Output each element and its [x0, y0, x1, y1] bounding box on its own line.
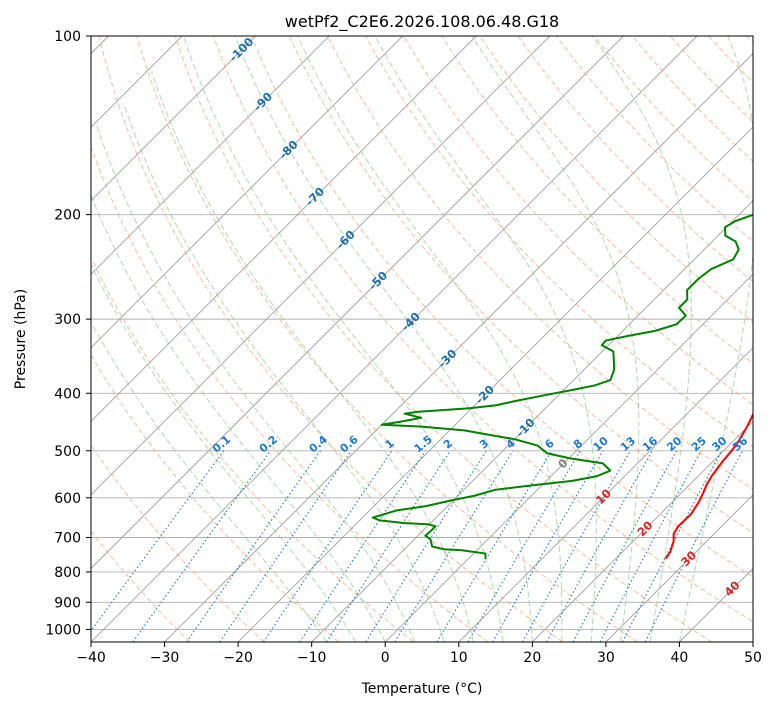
moist-adiabat-line [592, 36, 692, 642]
moist-adiabat-line [183, 36, 504, 642]
y-tick-label: 200 [54, 208, 81, 224]
mixing-ratio-line [186, 450, 321, 642]
x-tick-label: −20 [223, 650, 253, 666]
isotherm-line [91, 36, 551, 496]
data-series [371, 213, 753, 560]
isotherm-line [91, 36, 477, 422]
x-tick-label: −40 [76, 650, 106, 666]
isotherm-line [458, 347, 753, 642]
x-tick-label: 20 [523, 650, 541, 666]
dry-adiabat-line [91, 354, 340, 642]
x-axis: −40 −30 −20 −10 0 10 20 30 40 50 [76, 642, 762, 666]
moist-adiabat-line [471, 36, 640, 642]
y-axis-label: Pressure (hPa) [13, 289, 29, 389]
plot-frame [90, 35, 754, 643]
dry-adiabat-line [91, 256, 414, 642]
moist-adiabat-line [91, 194, 386, 642]
x-tick-label: −30 [150, 650, 180, 666]
y-tick-label: 100 [54, 29, 81, 45]
y-tick-label: 700 [54, 531, 81, 547]
y-tick-label: 600 [54, 491, 81, 507]
x-axis-label: Temperature (°C) [361, 681, 483, 697]
mixing-ratio-line [365, 450, 487, 642]
mixing-ratio-line [326, 450, 451, 642]
mixing-ratio-line [219, 450, 352, 642]
y-tick-label: 400 [54, 386, 81, 402]
isotherm-line [752, 641, 753, 642]
isotherm-line [91, 36, 330, 275]
mixing-ratio-line [546, 450, 653, 642]
isotherm-line [91, 36, 256, 202]
dry-adiabat-line [98, 36, 563, 642]
mixing-ratio-line [492, 450, 604, 642]
x-tick-label: −10 [297, 650, 327, 666]
mixing-ratio-line [436, 450, 553, 642]
isotherm-line [237, 126, 753, 642]
y-tick-label: 500 [54, 444, 81, 460]
y-tick-label: 300 [54, 312, 81, 328]
dry-adiabat-line [250, 36, 753, 578]
moist-adiabat-line [374, 36, 597, 642]
x-tick-label: 50 [744, 650, 762, 666]
x-tick-label: 30 [597, 650, 615, 666]
x-tick-label: 40 [671, 650, 689, 666]
dry-adiabat-line [631, 36, 753, 163]
isotherm-line [91, 36, 404, 349]
dry-adiabat-line [91, 530, 191, 642]
moist-adiabat-line [91, 321, 327, 642]
dry-adiabat-line [288, 36, 753, 534]
isotherm-line [91, 36, 698, 642]
y-axis: 100 200 300 400 500 600 700 800 900 1000 [45, 29, 91, 638]
y-tick-label: 800 [54, 565, 81, 581]
moist-adiabat-line [95, 122, 416, 642]
dry-adiabat-line [479, 36, 753, 323]
moist-adiabat-line [123, 103, 445, 642]
moist-adiabat-line [151, 71, 474, 642]
isotherm-line [164, 52, 753, 642]
mixing-ratio-line [132, 450, 272, 642]
y-tick-label: 1000 [45, 622, 81, 638]
temperature-profile-line [664, 412, 753, 560]
dry-adiabat-line [136, 36, 638, 642]
isotherm-line [532, 420, 753, 642]
dry-adiabat-line [91, 145, 489, 642]
dry-adiabat-line [327, 36, 753, 491]
mixing-ratio-line [394, 450, 514, 642]
x-tick-label: 0 [381, 650, 390, 666]
moist-adiabat-line [678, 36, 753, 642]
dry-adiabat-line [517, 36, 753, 283]
moist-adiabat-line [234, 36, 533, 642]
background-lines [91, 36, 753, 642]
moist-adiabat-line [91, 263, 357, 642]
x-tick-label: 10 [450, 650, 468, 666]
mixing-ratio-line [521, 450, 631, 642]
isotherm-line [605, 494, 753, 642]
isotherm-line [384, 273, 753, 642]
dry-adiabat-line [174, 36, 713, 642]
dewpoint-profile-line [371, 213, 753, 559]
y-tick-label: 900 [54, 595, 81, 611]
dry-adiabat-line [403, 36, 753, 406]
mixing-ratio-line [572, 450, 678, 642]
isotherm-line [91, 36, 624, 570]
moist-adiabat-line [297, 36, 563, 642]
dry-adiabat-line [441, 36, 753, 364]
chart-title: wetPf2_C2E6.2026.108.06.48.G18 [285, 12, 559, 32]
dry-adiabat-line [593, 36, 753, 202]
